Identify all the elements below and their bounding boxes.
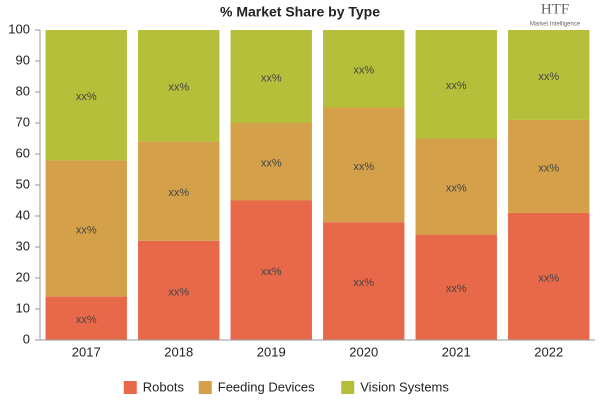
value-label: xx% (353, 277, 374, 289)
y-tick-label: 50 (16, 176, 30, 191)
x-tick-label: 2021 (442, 344, 471, 359)
legend-swatch (123, 381, 137, 394)
value-label: xx% (168, 82, 189, 94)
y-tick-label: 30 (16, 238, 30, 253)
bar-segment (138, 141, 220, 241)
bar-segment (45, 30, 127, 161)
value-label: xx% (261, 266, 282, 278)
value-label: xx% (76, 314, 97, 326)
x-tick-label: 2022 (534, 344, 563, 359)
chart-title: % Market Share by Type (220, 4, 380, 20)
value-label: xx% (446, 80, 467, 92)
bar-segment (508, 212, 590, 340)
value-label: xx% (446, 182, 467, 194)
bar-segment (323, 222, 405, 340)
bar-segment (323, 107, 405, 223)
legend-swatch (341, 381, 355, 394)
y-tick-label: 10 (16, 300, 30, 315)
value-label: xx% (538, 272, 559, 284)
value-label: xx% (168, 187, 189, 199)
y-tick-label: 90 (16, 52, 30, 67)
bar-segment (138, 30, 220, 142)
logo: HTF (541, 1, 569, 17)
bar-segment (323, 30, 405, 108)
value-label: xx% (261, 158, 282, 170)
legend-swatch (198, 381, 212, 394)
value-label: xx% (353, 161, 374, 173)
bar-segment (138, 240, 220, 340)
value-label: xx% (261, 72, 282, 84)
legend-label: Robots (143, 379, 185, 394)
value-label: xx% (76, 224, 97, 236)
logo-subtitle: Market Intelligence (530, 22, 581, 28)
value-label: xx% (168, 286, 189, 298)
value-label: xx% (538, 162, 559, 174)
value-label: xx% (353, 65, 374, 77)
value-label: xx% (538, 71, 559, 83)
value-label: xx% (76, 91, 97, 103)
y-tick-label: 70 (16, 114, 30, 129)
y-tick-label: 80 (16, 83, 30, 98)
bar-segment (230, 30, 312, 123)
y-tick-label: 100 (8, 21, 30, 36)
bar-segment (415, 234, 497, 340)
bar-segment (45, 160, 127, 297)
x-tick-label: 2020 (349, 344, 378, 359)
bar-segment (230, 200, 312, 340)
y-tick-label: 40 (16, 207, 30, 222)
legend-label: Feeding Devices (218, 379, 315, 394)
x-tick-label: 2017 (72, 344, 101, 359)
bar-segment (415, 138, 497, 235)
y-tick-label: 0 (23, 331, 30, 346)
x-tick-label: 2019 (257, 344, 286, 359)
y-tick-label: 20 (16, 269, 30, 284)
bar-segment (45, 296, 127, 340)
x-tick-label: 2018 (164, 344, 193, 359)
y-tick-label: 60 (16, 145, 30, 160)
bar-segment (230, 123, 312, 201)
value-label: xx% (446, 283, 467, 295)
bar-segment (508, 30, 590, 120)
bar-segment (415, 30, 497, 139)
bar-segment (508, 119, 590, 213)
legend-label: Vision Systems (360, 379, 449, 394)
